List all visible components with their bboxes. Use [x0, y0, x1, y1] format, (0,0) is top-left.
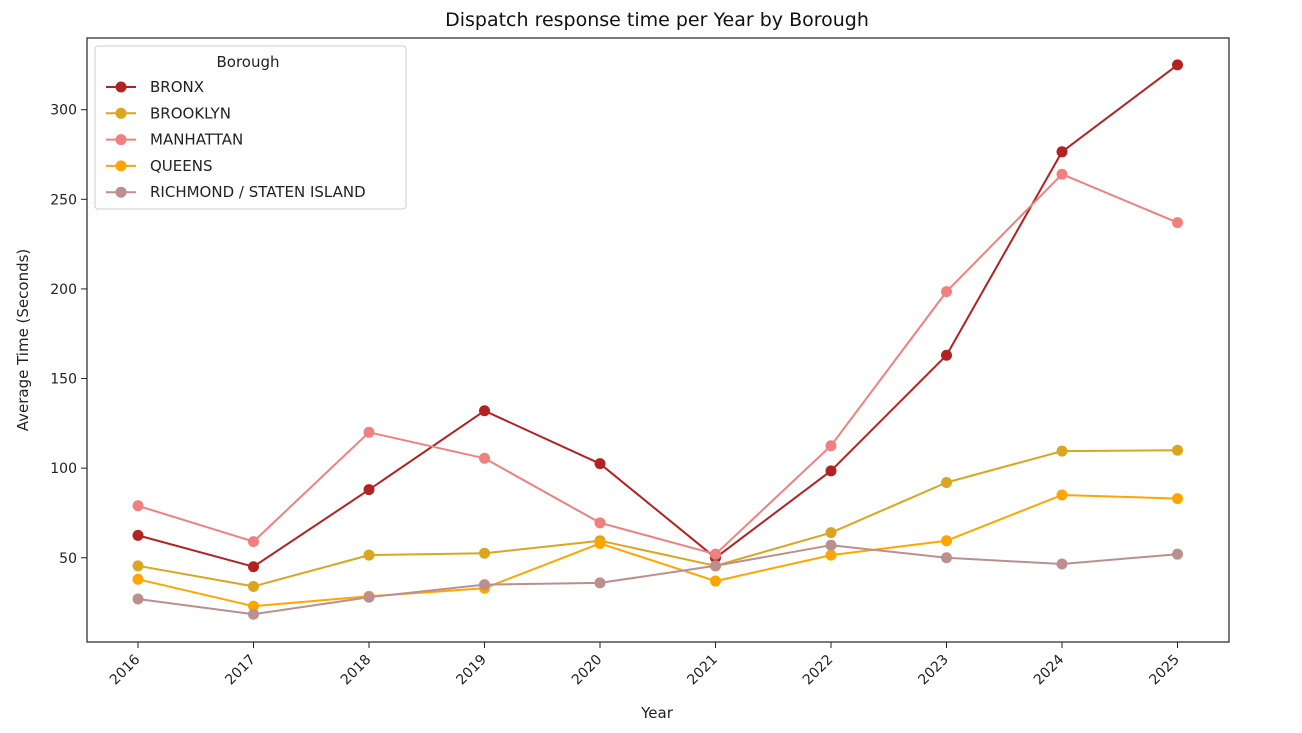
- data-point: [248, 608, 259, 620]
- data-point: [248, 600, 259, 612]
- y-tick-label: 150: [50, 372, 77, 388]
- legend-marker-swatch: [115, 186, 127, 198]
- series-line: [137, 544, 1179, 616]
- series-line: [137, 173, 1179, 556]
- data-point: [248, 536, 259, 548]
- data-point: [1056, 146, 1068, 158]
- legend-marker-swatch: [115, 160, 127, 172]
- legend-item: BROOKLYN: [106, 104, 231, 122]
- y-axis-label: Average Time (Seconds): [14, 249, 32, 432]
- data-point: [594, 517, 606, 529]
- series-layer: [132, 59, 1183, 620]
- legend-label: MANHATTAN: [150, 131, 243, 149]
- chart-title: Dispatch response time per Year by Borou…: [445, 9, 869, 31]
- data-point: [941, 476, 952, 488]
- data-point: [479, 452, 490, 464]
- legend-item: QUEENS: [106, 157, 212, 175]
- data-point: [363, 549, 375, 561]
- legend-label: QUEENS: [150, 157, 212, 175]
- data-point: [1172, 217, 1183, 229]
- data-point: [1172, 548, 1183, 560]
- data-point: [1056, 558, 1068, 570]
- data-point: [1056, 445, 1068, 457]
- data-point: [825, 440, 837, 452]
- series-line: [137, 449, 1179, 588]
- data-point: [248, 580, 259, 592]
- data-point: [363, 591, 375, 603]
- legend: Borough BRONX BROOKLYN MANHATTAN QUEENS RICH…: [94, 45, 407, 210]
- data-point: [941, 286, 952, 298]
- data-point: [1172, 59, 1183, 71]
- legend-item: RICHMOND / STATEN ISLAND: [106, 183, 366, 201]
- data-point: [132, 593, 144, 605]
- data-point: [479, 579, 490, 591]
- y-tick-label: 300: [50, 103, 77, 119]
- legend-marker-swatch: [115, 107, 127, 119]
- data-point: [825, 549, 837, 561]
- data-point: [825, 527, 837, 539]
- series-manhattan: [132, 168, 1183, 560]
- series-bronx: [132, 59, 1183, 573]
- y-tick-label: 50: [59, 551, 77, 567]
- y-tick-label: 100: [50, 461, 77, 477]
- legend-items: BRONX BROOKLYN MANHATTAN QUEENS RICHMOND / S…: [106, 78, 366, 201]
- data-point: [1056, 489, 1068, 501]
- data-point: [941, 552, 952, 564]
- legend-marker-swatch: [115, 134, 127, 146]
- x-axis-label: Year: [640, 704, 674, 722]
- data-point: [363, 484, 375, 496]
- y-tick-label: 250: [50, 192, 77, 208]
- data-point: [1172, 444, 1183, 456]
- data-point: [479, 405, 490, 417]
- data-point: [594, 577, 606, 589]
- data-point: [132, 500, 144, 512]
- legend-label: BROOKLYN: [150, 104, 231, 122]
- series-line: [137, 63, 1179, 568]
- data-point: [1056, 168, 1068, 180]
- data-point: [132, 560, 144, 572]
- data-point: [710, 575, 721, 587]
- data-point: [248, 561, 259, 573]
- series-richmond-staten-island: [132, 539, 1183, 620]
- legend-label: RICHMOND / STATEN ISLAND: [150, 183, 366, 201]
- legend-marker-swatch: [115, 81, 127, 93]
- data-point: [941, 349, 952, 361]
- legend-item: BRONX: [106, 78, 204, 96]
- data-point: [363, 426, 375, 438]
- data-point: [479, 547, 490, 559]
- data-point: [132, 529, 144, 541]
- data-point: [710, 560, 721, 572]
- data-point: [1172, 493, 1183, 505]
- data-point: [594, 537, 606, 549]
- data-point: [825, 539, 837, 551]
- data-point: [132, 573, 144, 585]
- legend-title: Borough: [216, 53, 279, 71]
- legend-item: MANHATTAN: [106, 131, 243, 149]
- series-line: [137, 494, 1179, 608]
- y-axis: 50 100 150 200 250 300: [50, 103, 87, 567]
- data-point: [710, 548, 721, 560]
- data-point: [941, 535, 952, 547]
- data-point: [594, 458, 606, 470]
- data-point: [825, 465, 837, 477]
- legend-label: BRONX: [150, 78, 204, 96]
- y-tick-label: 200: [50, 282, 77, 298]
- legend-box: [94, 45, 407, 210]
